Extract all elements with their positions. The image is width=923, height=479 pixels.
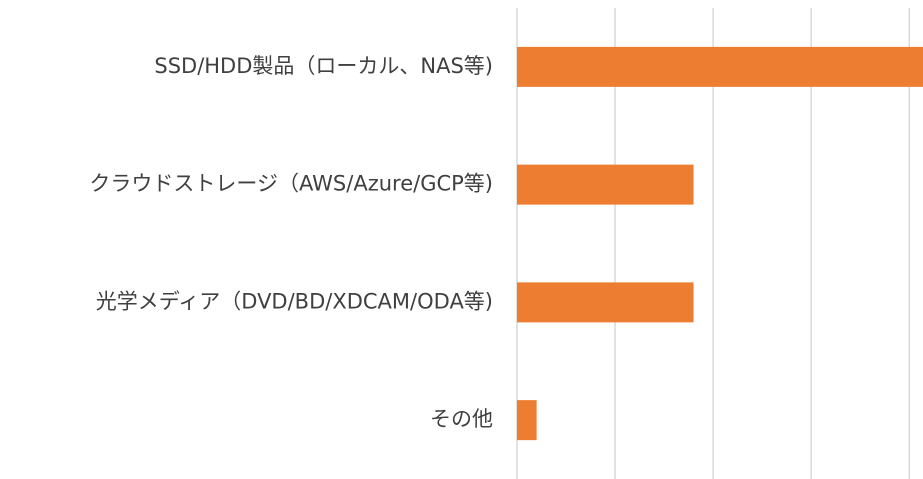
bar [517,164,694,205]
bar [517,46,923,87]
bar [517,282,694,323]
bar [517,400,537,441]
y-tick-label: SSD/HDD製品（ローカル、NAS等) [154,54,493,78]
y-tick-label: クラウドストレージ（AWS/Azure/GCP等) [89,172,493,196]
y-tick-label: 光学メディア（DVD/BD/XDCAM/ODA等) [96,289,493,313]
y-tick-label: その他 [430,407,493,431]
